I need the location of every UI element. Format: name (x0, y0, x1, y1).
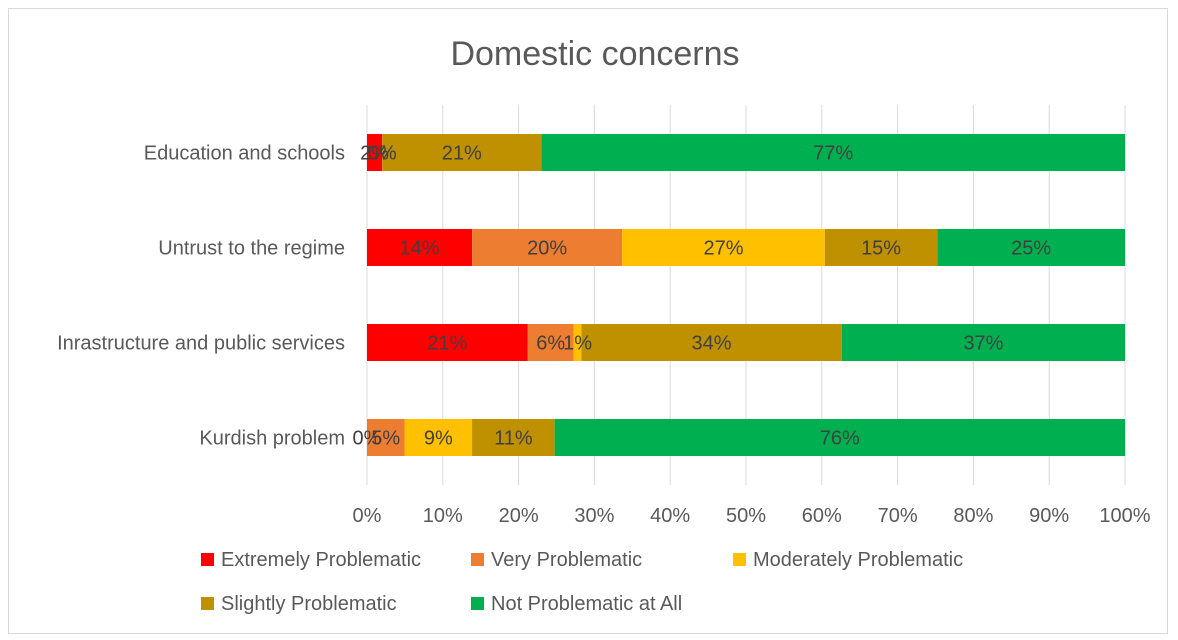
data-label: 0% (353, 428, 382, 450)
stacked-bar-chart: Domestic concerns 2%0% 21% 77%14% 20% 27% 15%… (57, 35, 1151, 615)
legend-item: Not Problematic at All (471, 593, 682, 615)
x-tick-label: 50% (726, 505, 766, 527)
legend-swatch (471, 553, 484, 566)
category-label: Kurdish problem (199, 428, 345, 450)
data-label: 15% (861, 238, 901, 260)
category-label: Untrust to the regime (158, 238, 345, 260)
data-label: 25% (1011, 238, 1051, 260)
legend-label: Slightly Problematic (221, 593, 397, 615)
x-tick-label: 70% (878, 505, 918, 527)
bar-segment (367, 324, 528, 361)
legend-swatch (471, 597, 484, 610)
legend-label: Extremely Problematic (221, 549, 421, 571)
bar-segment (573, 324, 582, 361)
bar-segment (554, 419, 1125, 456)
x-tick-label: 10% (423, 505, 463, 527)
bar-segment (527, 324, 574, 361)
bar-segment (367, 419, 405, 456)
x-tick-label: 100% (1099, 505, 1150, 527)
legend-swatch (201, 597, 214, 610)
legend-item: Very Problematic (471, 549, 642, 571)
bar-segment (404, 419, 473, 456)
data-label: 14% (400, 238, 440, 260)
data-label: 20% (527, 238, 567, 260)
bar-segment (581, 324, 842, 361)
legend-item: Moderately Problematic (733, 549, 963, 571)
bar-segment (841, 324, 1125, 361)
chart-frame: Domestic concerns 2% 0% 21% 77% 14% 20% 27% 15%… (8, 8, 1168, 634)
data-label: 1% (563, 333, 592, 355)
legend-item: Extremely Problematic (201, 549, 421, 571)
x-tick-label: 90% (1029, 505, 1069, 527)
data-label: 5% (371, 428, 400, 450)
x-tick-label: 40% (650, 505, 690, 527)
data-label: 77% (813, 143, 853, 165)
data-label: 6% (536, 333, 565, 355)
bar-segment (382, 134, 542, 171)
bars (367, 134, 1125, 456)
x-tick-label: 80% (953, 505, 993, 527)
legend-swatch (733, 553, 746, 566)
bar-segment (367, 134, 383, 171)
x-tick-label: 30% (574, 505, 614, 527)
legend-label: Not Problematic at All (491, 593, 682, 615)
data-label: 2% (360, 143, 389, 165)
bar-segment (824, 229, 938, 266)
bar-segment (541, 134, 1125, 171)
category-label: Education and schools (144, 143, 345, 165)
bar-segment (472, 419, 555, 456)
data-label: 37% (963, 333, 1003, 355)
chart-title: Domestic concerns (450, 35, 739, 73)
bar-segment (622, 229, 825, 266)
legend: Extremely Problematic Very Problematic Mod… (201, 549, 963, 615)
data-label: 76% (820, 428, 860, 450)
x-tick-label: 20% (499, 505, 539, 527)
x-tick-label: 0% (353, 505, 382, 527)
category-labels: Education and schools Untrust to the regi… (57, 143, 345, 450)
legend-label: Very Problematic (491, 549, 642, 571)
data-labels: 2%0% 21% 77%14% 20% 27% 15% 25%21% 6%1% 34% 37%0%… (353, 143, 1052, 450)
bar-segment (472, 229, 623, 266)
data-label: 21% (427, 333, 467, 355)
data-label: 0% (368, 143, 397, 165)
data-label: 34% (692, 333, 732, 355)
data-label: 21% (442, 143, 482, 165)
legend-swatch (201, 553, 214, 566)
data-label: 27% (703, 238, 743, 260)
bar-segment (937, 229, 1125, 266)
legend-label: Moderately Problematic (753, 549, 963, 571)
x-tick-label: 60% (802, 505, 842, 527)
legend-item: Slightly Problematic (201, 593, 397, 615)
x-axis-ticks: 0% 10% 20% 30% 40% 50% 60% 70% 80% 90% 100% (353, 505, 1151, 527)
bar-segment (367, 229, 473, 266)
data-label: 11% (494, 428, 533, 450)
data-label: 9% (424, 428, 453, 450)
category-label: Inrastructure and public services (57, 333, 345, 355)
